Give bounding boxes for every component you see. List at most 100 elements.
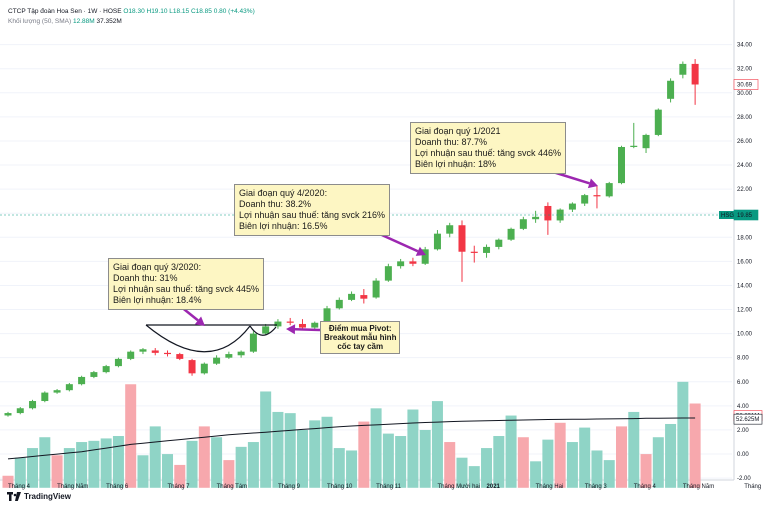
candle <box>544 202 552 235</box>
candle-body <box>507 228 515 240</box>
candle-body <box>581 195 589 204</box>
candle-body <box>151 350 159 353</box>
candle-body <box>249 333 257 352</box>
candle <box>176 352 184 361</box>
candle <box>114 357 122 368</box>
time-tick-label: Tháng 7 <box>168 484 191 490</box>
symbol-title[interactable]: CTCP Tập đoàn Hoa Sen · 1W · HOSE <box>8 8 122 15</box>
purple-arrow <box>286 324 321 335</box>
candle <box>213 355 221 365</box>
price-tick-label: 6.00 <box>737 380 749 386</box>
candle-body <box>433 233 441 250</box>
arrow-head <box>587 178 598 189</box>
candle <box>90 370 98 379</box>
volume-bar <box>493 436 505 488</box>
candle <box>642 133 650 153</box>
candle-body <box>16 408 24 414</box>
volume-bar <box>370 408 382 488</box>
volume-bar <box>677 381 689 488</box>
candle <box>16 407 24 415</box>
candle-body <box>372 280 380 298</box>
candle <box>409 257 417 267</box>
price-tag-box <box>733 209 759 221</box>
volume-bars <box>2 381 701 488</box>
candle <box>78 375 86 386</box>
callout-line: Breakout mẫu hình <box>324 333 397 342</box>
candle-body <box>114 358 122 367</box>
candle-body <box>397 261 405 267</box>
symbol-tag: HSG <box>721 213 734 219</box>
volume-bar <box>76 442 88 488</box>
candle <box>618 145 625 185</box>
candle <box>127 350 135 361</box>
volume-bar <box>652 437 664 488</box>
candle-body <box>176 354 184 359</box>
candle <box>41 391 49 403</box>
volume-indicator-label[interactable]: Khối lượng (50, SMA) <box>8 18 72 25</box>
volume-bar <box>137 455 149 488</box>
candle-body <box>90 372 98 377</box>
price-axis: 34.0032.0030.0028.0026.0024.0022.0020.00… <box>737 43 753 482</box>
price-candles <box>4 59 699 417</box>
annotation-q1-2021[interactable]: Giai đoạn quý 1/2021 Doanh thu: 87.7% Lợ… <box>410 122 566 174</box>
annotation-title: Giai đoạn quý 4/2020: <box>239 188 328 198</box>
annotation-q3-2020[interactable]: Giai đoạn quý 3/2020: Doanh thu: 31% Lợi… <box>108 258 264 310</box>
purple-arrow <box>552 170 598 189</box>
candle-body <box>532 216 540 220</box>
arrow-head <box>194 316 205 326</box>
annotation-profit: Lợi nhuận sau thuế: tăng svck 445% <box>113 284 259 294</box>
volume-bar <box>162 454 174 488</box>
time-tick-label: Tháng 4 <box>8 484 31 490</box>
candle-body <box>225 354 233 358</box>
candle-body <box>679 63 687 75</box>
candle <box>188 358 196 376</box>
ohlc-values: O18.30 H19.10 L18.15 C18.85 0.80 (+4.43%… <box>123 8 255 15</box>
candle <box>348 291 356 302</box>
price-tick-label: 8.00 <box>737 356 749 362</box>
volume-bar <box>321 416 333 488</box>
volume-bar <box>186 440 198 488</box>
candle <box>593 185 601 209</box>
volume-bar <box>14 457 26 488</box>
candle <box>433 230 441 251</box>
volume-bar <box>358 421 370 488</box>
tradingview-brand[interactable]: TradingView <box>7 492 71 501</box>
volume-bar <box>628 411 640 488</box>
candle <box>249 331 257 353</box>
volume-bar <box>296 430 308 488</box>
volume-bar <box>235 446 247 488</box>
annotation-profit: Lợi nhuận sau thuế: tăng svck 446% <box>415 148 561 158</box>
tradingview-logo-icon <box>7 492 21 501</box>
volume-bar <box>88 440 100 488</box>
price-tag-box <box>733 79 759 90</box>
candle <box>384 263 392 282</box>
candle <box>53 388 61 394</box>
annotation-q4-2020[interactable]: Giai đoạn quý 4/2020: Doanh thu: 38.2% L… <box>234 184 390 236</box>
candle-body <box>262 326 270 334</box>
volume-bar <box>591 450 603 488</box>
volume-bar <box>149 426 161 488</box>
price-tick-label: 22.00 <box>737 187 753 193</box>
annotation-revenue: Doanh thu: 38.2% <box>239 199 312 209</box>
candle-body <box>409 261 417 264</box>
volume-tag-box <box>733 413 763 425</box>
candle-body <box>544 205 552 221</box>
volume-bar <box>2 475 14 488</box>
callout-line: cốc tay cầm <box>337 342 384 351</box>
volume-bar <box>554 422 566 488</box>
candle <box>630 122 638 149</box>
price-tick-label: 26.00 <box>737 139 753 145</box>
candle-body <box>200 363 208 374</box>
candle-body <box>65 384 73 391</box>
callout-buy-point[interactable]: Điểm mua Pivot: Breakout mẫu hình cốc ta… <box>320 321 401 354</box>
candle-body <box>139 349 147 352</box>
candle-body <box>642 134 650 149</box>
volume-bar <box>407 409 419 488</box>
volume-bar <box>63 448 75 488</box>
time-tick-label: Tháng Năm <box>683 484 714 490</box>
price-tick-label: 30.00 <box>737 91 753 97</box>
annotation-revenue: Doanh thu: 87.7% <box>415 137 488 147</box>
volume-bar <box>174 464 186 488</box>
time-tick-label: Tháng 10 <box>327 484 353 490</box>
